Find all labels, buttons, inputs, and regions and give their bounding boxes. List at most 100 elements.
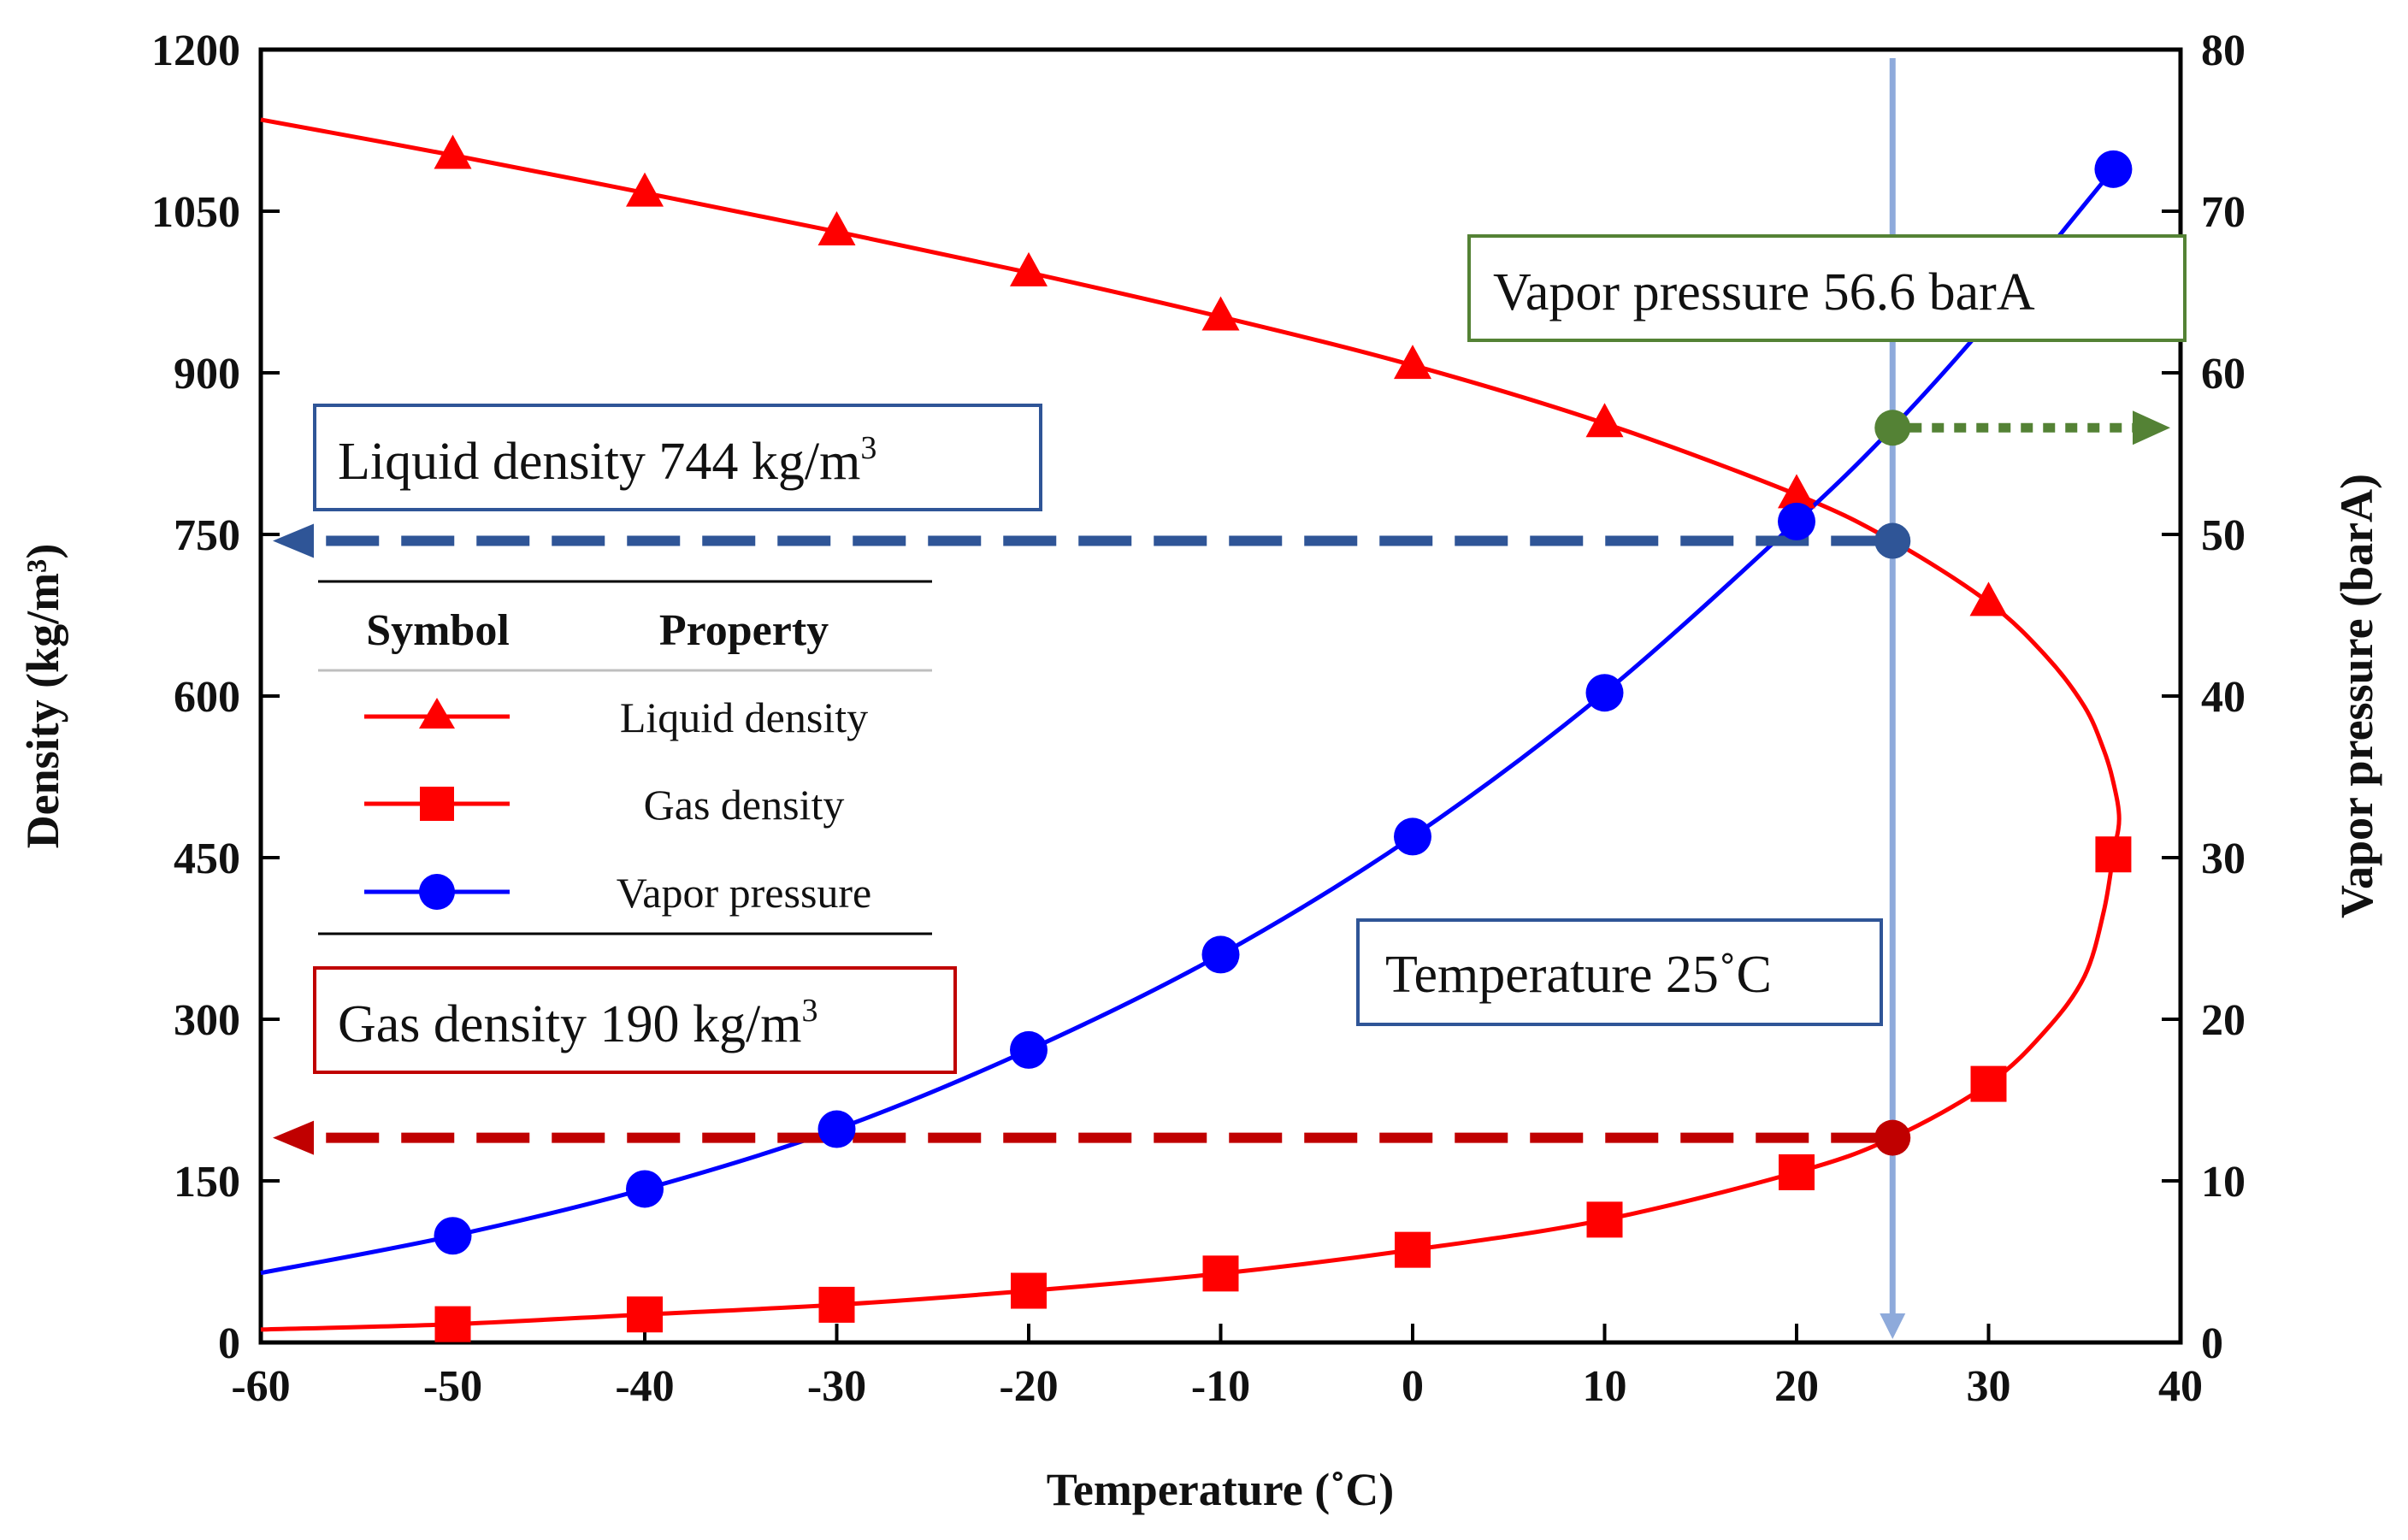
marker-vapor-pressure — [2094, 150, 2133, 188]
legend-marker-triangle — [419, 698, 455, 729]
marker-gas-density — [1011, 1272, 1047, 1309]
temperature-annotation: Temperature 25˚C — [1356, 918, 1883, 1026]
marker-vapor-pressure — [1010, 1030, 1048, 1069]
y-tick-label: 600 — [174, 673, 240, 722]
marker-liquid-density — [626, 172, 664, 207]
legend-marker-circle — [419, 874, 455, 910]
y-tick-label: 900 — [174, 350, 240, 398]
x-tick-label: 20 — [1774, 1362, 1819, 1411]
marker-vapor-pressure — [434, 1217, 472, 1255]
y2-tick-label: 40 — [2201, 673, 2246, 722]
y-tick-label: 0 — [218, 1319, 240, 1368]
marker-liquid-density — [1394, 345, 1431, 380]
x-tick-label: -40 — [615, 1362, 674, 1411]
marker-liquid-density — [1201, 296, 1240, 331]
x-axis-title: Temperature (˚C) — [1047, 1464, 1394, 1515]
marker-vapor-pressure — [1778, 502, 1815, 540]
y2-tick-label: 0 — [2201, 1319, 2223, 1368]
marker-vapor-pressure — [1585, 674, 1624, 712]
marker-vapor-pressure — [626, 1170, 664, 1208]
vapor-pressure-box-text: Vapor pressure 56.6 barA — [1493, 263, 2035, 322]
vapor-pressure-annotation: Vapor pressure 56.6 barA — [1467, 234, 2187, 342]
marker-gas-density — [627, 1296, 663, 1333]
marker-gas-density — [434, 1306, 471, 1342]
legend: Symbol Property Liquid density Gas densi… — [318, 580, 932, 935]
marker-vapor-pressure — [1201, 935, 1240, 974]
legend-marker-square — [420, 787, 454, 821]
x-tick-label: -50 — [423, 1362, 482, 1411]
y-tick-label: 1200 — [151, 27, 240, 75]
y2-tick-label: 60 — [2201, 350, 2246, 398]
vapor-pressure-arrowhead — [2133, 410, 2170, 445]
legend-entry-liquid-density: Liquid density — [364, 693, 868, 741]
gas-density-box-label: Gas density 190 kg/m — [338, 995, 801, 1053]
marker-liquid-density — [434, 134, 472, 169]
marker-gas-density — [1586, 1201, 1623, 1238]
y2-tick-label: 80 — [2201, 27, 2246, 75]
x-tick-label: 0 — [1402, 1362, 1424, 1411]
y-axis-title: Density (kg/m³) — [17, 544, 68, 849]
liquid-density-box — [313, 404, 1042, 511]
gas-density-box-sup: 3 — [801, 993, 817, 1029]
liquid-density-point — [1874, 522, 1911, 559]
marker-liquid-density — [817, 210, 856, 245]
legend-label-liquid-density: Liquid density — [620, 693, 868, 741]
x-tick-label: 30 — [1967, 1362, 2011, 1411]
legend-label-gas-density: Gas density — [644, 781, 845, 829]
marker-gas-density — [1970, 1065, 2007, 1102]
gas-density-annotation: Gas density 190 kg/m3 — [313, 966, 957, 1074]
temperature-arrowhead — [1880, 1313, 1906, 1339]
marker-gas-density — [818, 1286, 855, 1323]
legend-header-property: Property — [659, 606, 829, 655]
y2-tick-label: 10 — [2201, 1158, 2246, 1207]
marker-liquid-density — [1969, 581, 2008, 617]
marker-liquid-density — [1778, 474, 1815, 509]
marker-gas-density — [2095, 836, 2132, 873]
y2-axis-title: Vapor pressure (barA) — [2331, 474, 2382, 918]
liquid-density-box-text: Liquid density 744 kg/m3 — [338, 430, 876, 491]
liquid-density-box-label: Liquid density 744 kg/m — [338, 433, 860, 491]
x-tick-label: 10 — [1583, 1362, 1627, 1411]
marker-gas-density — [1202, 1255, 1239, 1292]
marker-vapor-pressure — [817, 1110, 856, 1148]
x-tick-label: -60 — [231, 1362, 290, 1411]
legend-entry-vapor-pressure: Vapor pressure — [364, 869, 871, 917]
x-tick-label: -10 — [1191, 1362, 1250, 1411]
axis-ticks: -60 -50 -40 -30 -20 -10 0 10 20 30 400150300450600… — [151, 27, 2246, 1411]
series-markers — [434, 134, 2133, 1342]
y-tick-label: 150 — [174, 1158, 240, 1207]
y-tick-label: 450 — [174, 835, 240, 883]
legend-label-vapor-pressure: Vapor pressure — [617, 869, 872, 917]
gas-density-arrowhead — [273, 1120, 314, 1155]
y2-tick-label: 20 — [2201, 996, 2246, 1045]
gas-density-box — [313, 966, 957, 1074]
legend-entry-gas-density: Gas density — [364, 781, 844, 829]
y-tick-label: 750 — [174, 511, 240, 560]
x-tick-label: 40 — [2158, 1362, 2203, 1411]
legend-header-symbol: Symbol — [366, 606, 510, 655]
marker-gas-density — [1395, 1231, 1431, 1268]
marker-vapor-pressure — [1394, 817, 1431, 856]
y2-tick-label: 30 — [2201, 835, 2246, 883]
vapor-pressure-box — [1467, 234, 2187, 342]
temperature-box — [1356, 918, 1883, 1026]
curve-density-saturation — [260, 117, 2122, 1332]
gas-density-box-text: Gas density 190 kg/m3 — [338, 993, 817, 1053]
x-tick-label: -30 — [807, 1362, 866, 1411]
temperature-box-text: Temperature 25˚C — [1385, 946, 1772, 1004]
marker-gas-density — [1779, 1154, 1815, 1190]
liquid-density-box-sup: 3 — [860, 430, 876, 466]
vapor-pressure-point — [1874, 410, 1911, 446]
legend-background — [318, 580, 932, 934]
x-tick-label: -20 — [999, 1362, 1058, 1411]
marker-liquid-density — [1585, 403, 1624, 438]
liquid-density-annotation: Liquid density 744 kg/m3 — [313, 404, 1042, 511]
gas-density-point — [1874, 1119, 1911, 1156]
liquid-density-arrowhead — [273, 523, 314, 558]
marker-liquid-density — [1010, 251, 1048, 286]
y2-tick-label: 50 — [2201, 511, 2246, 560]
y2-tick-label: 70 — [2201, 188, 2246, 237]
y-tick-label: 300 — [174, 996, 240, 1045]
y-tick-label: 1050 — [151, 188, 240, 237]
